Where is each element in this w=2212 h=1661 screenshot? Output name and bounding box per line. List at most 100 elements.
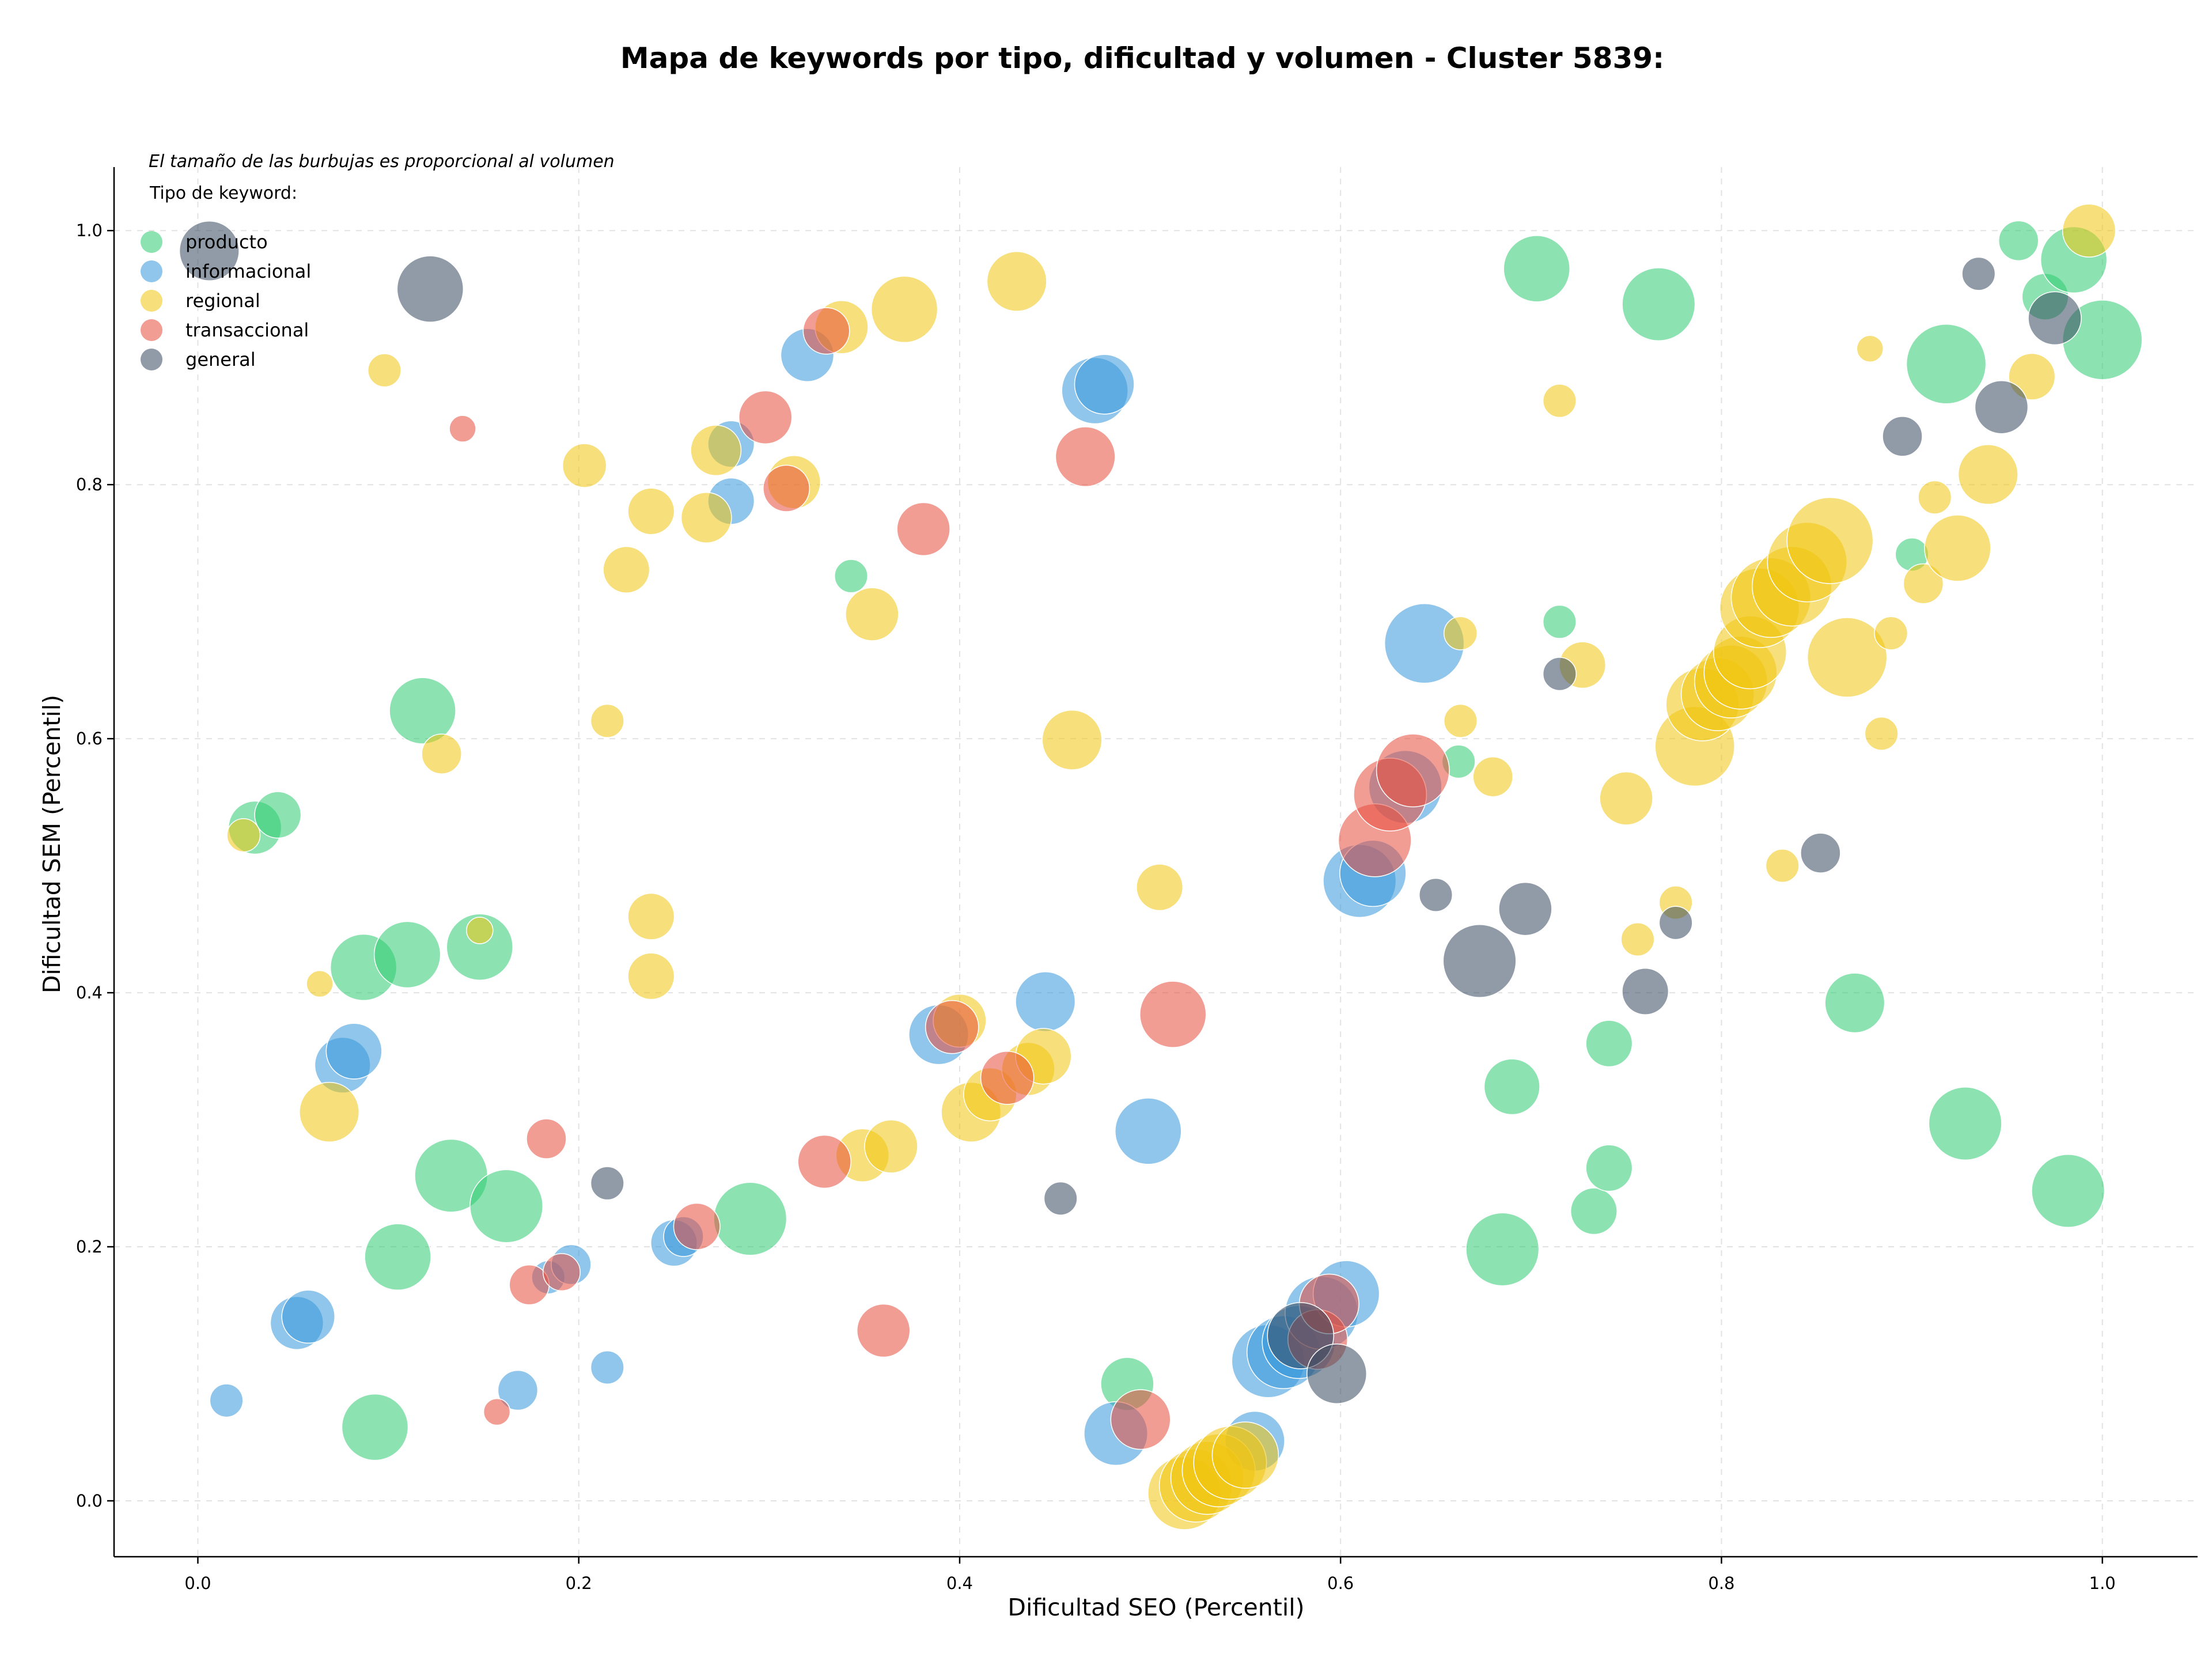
- bubble-producto: [254, 791, 302, 839]
- bubble-transaccional: [673, 1202, 721, 1250]
- bubble-transaccional: [896, 502, 950, 557]
- legend-marker: [141, 260, 162, 282]
- bubble-informacional: [325, 1023, 382, 1080]
- bubble-general: [2028, 291, 2082, 346]
- bubble-producto: [1483, 1058, 1540, 1115]
- bubble-producto: [1465, 1212, 1540, 1287]
- bubble-producto: [1585, 1144, 1633, 1192]
- legend-marker: [141, 349, 162, 370]
- bubble-general: [1622, 967, 1669, 1015]
- x-tick-label: 0.4: [946, 1573, 973, 1593]
- bubble-regional: [562, 443, 607, 488]
- bubble-transaccional: [1376, 733, 1450, 808]
- bubble-informacional: [1074, 354, 1135, 415]
- bubble-regional: [2062, 203, 2116, 258]
- bubble-informacional: [590, 1350, 624, 1384]
- bubble-producto: [2031, 1154, 2105, 1228]
- bubble-layer: [179, 203, 2143, 1530]
- bubble-producto: [1542, 604, 1577, 639]
- bubble-regional: [1874, 616, 1908, 650]
- bubble-regional: [1918, 480, 1952, 514]
- x-tick-label: 0.2: [566, 1573, 592, 1593]
- legend-label: informacional: [185, 260, 311, 282]
- legend: El tamaño de las burbujas es proporciona…: [141, 152, 615, 370]
- bubble-regional: [1856, 335, 1884, 363]
- bubble-informacional: [209, 1383, 244, 1418]
- x-tick-label: 0.0: [184, 1573, 211, 1593]
- bubble-informacional: [1115, 1098, 1182, 1165]
- bubble-regional: [1136, 864, 1184, 911]
- x-tick-label: 1.0: [2089, 1573, 2116, 1593]
- bubble-regional: [1806, 617, 1888, 698]
- bubble-regional: [1443, 703, 1478, 738]
- x-axis-label: Dificultad SEO (Percentil): [1007, 1594, 1304, 1621]
- bubble-general: [1498, 881, 1552, 936]
- bubble-producto: [364, 1223, 431, 1291]
- bubble-general: [1974, 380, 2029, 434]
- legend-item-informacional: informacional: [141, 260, 311, 282]
- bubble-regional: [226, 818, 261, 853]
- bubble-producto: [1570, 1187, 1618, 1235]
- axes: 0.0 0.2 0.4 0.6 0.8 1.0 0.0 0.2 0.4 0.6 0.8 1.0: [76, 167, 2198, 1593]
- bubble-informacional: [497, 1369, 539, 1411]
- bubble-transaccional: [763, 464, 810, 512]
- bubble-regional: [421, 733, 462, 774]
- bubble-general: [1442, 924, 1517, 998]
- bubble-transaccional: [802, 307, 850, 355]
- bubble-general: [1043, 1181, 1078, 1216]
- bubble-transaccional: [797, 1134, 851, 1189]
- bubble-regional: [1472, 756, 1513, 797]
- bubble-general: [1961, 256, 1996, 291]
- bubble-regional: [603, 546, 650, 593]
- bubble-transaccional: [738, 390, 793, 445]
- bubble-general: [179, 221, 240, 282]
- bubble-general: [590, 1166, 624, 1201]
- bubble-producto: [373, 921, 441, 989]
- legend-item-transaccional: transaccional: [141, 319, 309, 341]
- legend-items: producto informacional regional transaccion…: [141, 231, 311, 370]
- bubble-informacional: [1015, 971, 1076, 1032]
- bubble-producto: [469, 1169, 544, 1243]
- y-tick-label: 0.0: [76, 1491, 103, 1511]
- bubble-producto: [1906, 323, 1987, 404]
- bubble-regional: [1765, 849, 1800, 883]
- bubble-regional: [367, 353, 402, 388]
- bubble-regional: [306, 970, 334, 998]
- bubble-transaccional: [980, 1051, 1035, 1105]
- legend-item-regional: regional: [141, 290, 260, 312]
- bubble-transaccional: [483, 1398, 511, 1426]
- bubble-regional: [986, 251, 1047, 312]
- bubble-regional: [1957, 444, 2018, 505]
- bubble-producto: [713, 1182, 787, 1256]
- legend-label: regional: [185, 290, 260, 312]
- chart-title: Mapa de keywords por tipo, dificultad y …: [620, 41, 1664, 75]
- bubble-informacional: [281, 1289, 335, 1344]
- bubble-regional: [690, 425, 742, 476]
- y-tick-label: 0.2: [76, 1237, 103, 1257]
- legend-item-producto: producto: [141, 231, 268, 253]
- bubble-producto: [1585, 1020, 1633, 1068]
- series-informacional: [209, 328, 1465, 1471]
- bubble-producto: [389, 677, 456, 744]
- series-regional: [226, 203, 2116, 1530]
- grid-lines: [114, 167, 2198, 1557]
- legend-label: general: [185, 349, 256, 370]
- bubble-regional: [1786, 497, 1874, 584]
- bubble-regional: [1211, 1421, 1279, 1489]
- legend-note: El tamaño de las burbujas es proporciona…: [149, 152, 615, 172]
- legend-marker: [141, 319, 162, 341]
- y-tick-label: 1.0: [76, 221, 103, 240]
- bubble-transaccional: [526, 1118, 567, 1159]
- bubble-transaccional: [1139, 981, 1207, 1048]
- bubble-transaccional: [449, 415, 476, 442]
- x-tick-label: 0.8: [1708, 1573, 1734, 1593]
- bubble-regional: [627, 487, 675, 535]
- y-axis-label: Dificultad SEM (Percentil): [38, 695, 66, 993]
- y-tick-label: 0.4: [76, 983, 103, 1002]
- bubble-producto: [1622, 267, 1696, 342]
- bubble-transaccional: [856, 1303, 911, 1358]
- bubble-general: [1542, 657, 1577, 691]
- bubble-producto: [1824, 973, 1885, 1034]
- bubble-regional: [870, 275, 938, 343]
